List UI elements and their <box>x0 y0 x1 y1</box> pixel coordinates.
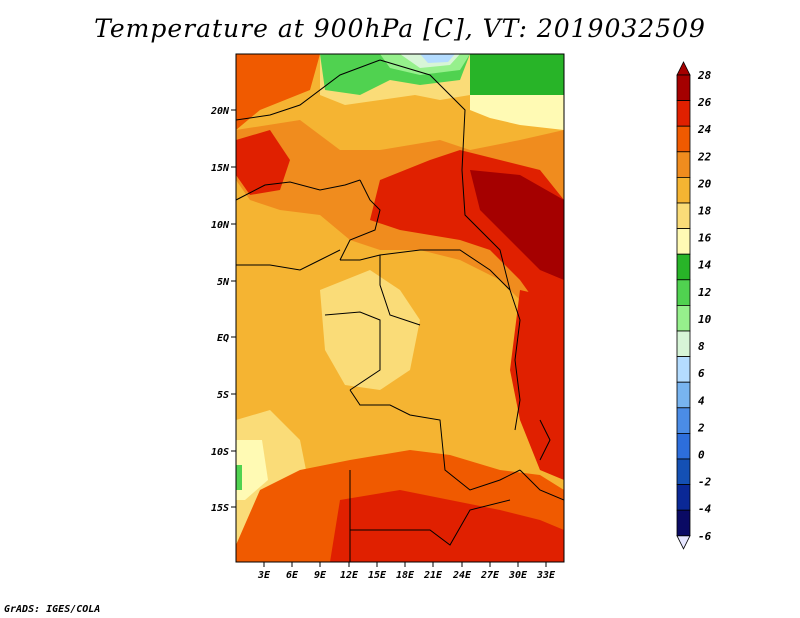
lon-label-15e: 15E <box>368 570 387 581</box>
border-gabon-congo <box>324 311 381 391</box>
lon-label-6e: 6E <box>286 570 299 581</box>
lat-label-5n: 5N <box>217 277 230 288</box>
colorbar-swatch <box>676 381 691 409</box>
border-nigeria <box>236 249 341 271</box>
border-east-lakes <box>509 289 521 431</box>
lon-label-21e: 21E <box>423 570 443 581</box>
colorbar-label: 14 <box>698 259 712 272</box>
colorbar-label: 22 <box>697 150 712 163</box>
colorbar-label: 20 <box>697 177 712 190</box>
colorbar-swatch <box>676 151 691 178</box>
border-malawi <box>539 419 551 461</box>
colorbar-swatch <box>676 228 691 255</box>
lat-label-15s: 15S <box>211 503 229 514</box>
border-cameroon <box>379 255 421 326</box>
lat-label-15n: 15N <box>211 163 230 174</box>
colorbar-label: 26 <box>697 96 712 109</box>
colorbar-swatch <box>676 304 691 332</box>
border-libya-egypt <box>379 59 466 171</box>
colorbar-swatch <box>676 100 691 127</box>
field-south-hot <box>330 490 564 562</box>
field-central-cool <box>320 270 420 390</box>
colorbar-swatch <box>676 484 691 511</box>
colorbar-label: 16 <box>698 232 712 245</box>
colorbar-label: 8 <box>698 340 705 353</box>
colorbar-swatch <box>676 253 691 281</box>
colorbar-label: -4 <box>698 503 712 516</box>
colorbar-swatch <box>676 509 691 537</box>
colorbar-label: 2 <box>697 421 705 434</box>
grads-credit: GrADS: IGES/COLA <box>4 604 101 615</box>
field-ne-pale <box>470 95 564 130</box>
field-north-blue <box>420 54 455 63</box>
field-nw-warm <box>236 54 320 130</box>
colorbar-label: 10 <box>698 313 712 326</box>
lon-label-30e: 30E <box>508 570 528 581</box>
lat-label-5s: 5S <box>217 390 229 401</box>
colorbar-label: -2 <box>698 476 712 489</box>
lon-label-9e: 9E <box>314 570 327 581</box>
lat-axis: 20N 15N 10N 5N EQ 5S 10S 15S <box>210 106 236 514</box>
border-drc-angola <box>349 389 521 491</box>
colorbar-swatch <box>676 330 691 358</box>
lon-label-24e: 24E <box>452 570 472 581</box>
colorbar-swatch <box>676 407 691 434</box>
colorbar-swatch <box>676 279 691 306</box>
lat-label-eq: EQ <box>217 333 229 344</box>
colorbar-swatch <box>676 176 691 204</box>
border-chad <box>339 179 381 261</box>
field-sw-coolest <box>236 440 268 500</box>
colorbar-label: 28 <box>697 69 712 82</box>
lon-label-12e: 12E <box>340 570 359 581</box>
colorbar-swatch <box>676 202 691 230</box>
colorbar-swatch <box>676 432 691 460</box>
border-algeria <box>236 59 381 121</box>
map-frame <box>235 53 565 563</box>
temperature-field <box>236 54 564 562</box>
colorbar-swatch <box>676 74 691 102</box>
colorbar-over-triangle <box>676 61 691 76</box>
lon-label-18e: 18E <box>396 570 415 581</box>
colorbar-label: 18 <box>698 205 712 218</box>
border-namibia-zambia <box>349 470 511 546</box>
border-car <box>340 249 511 291</box>
lon-label-27e: 27E <box>480 570 500 581</box>
colorbar-label: 12 <box>698 286 712 299</box>
border-niger <box>236 179 361 201</box>
colorbar-swatch <box>676 125 691 153</box>
lat-label-20n: 20N <box>210 106 230 117</box>
colorbar-swatch <box>676 356 691 383</box>
chart-title: Temperature at 900hPa [C], VT: 201903250… <box>94 14 706 43</box>
colorbar-label: 6 <box>698 367 705 380</box>
colorbar-label: 0 <box>698 448 705 461</box>
lon-axis: 3E 6E 9E 12E 15E 18E 21E 24E 27E 30E 33E <box>257 562 556 581</box>
lon-label-3e: 3E <box>257 570 271 581</box>
colorbar-label: 4 <box>698 394 705 407</box>
lat-label-10s: 10S <box>211 447 229 458</box>
colorbar-under-triangle <box>676 535 691 550</box>
field-east-hot <box>510 290 564 480</box>
field-west-hot <box>236 130 290 195</box>
field-sudan-hottest <box>470 170 564 280</box>
lat-label-10n: 10N <box>211 220 230 231</box>
field-sw-green <box>236 465 242 490</box>
border-mozambique <box>519 469 564 501</box>
field-ne-green <box>470 54 564 98</box>
colorbar-label: -6 <box>698 530 712 543</box>
colorbar-label: 24 <box>697 123 712 136</box>
country-borders <box>236 59 564 562</box>
colorbar-swatch <box>676 458 691 486</box>
border-sudan <box>461 169 511 291</box>
lon-label-33e: 33E <box>536 570 556 581</box>
